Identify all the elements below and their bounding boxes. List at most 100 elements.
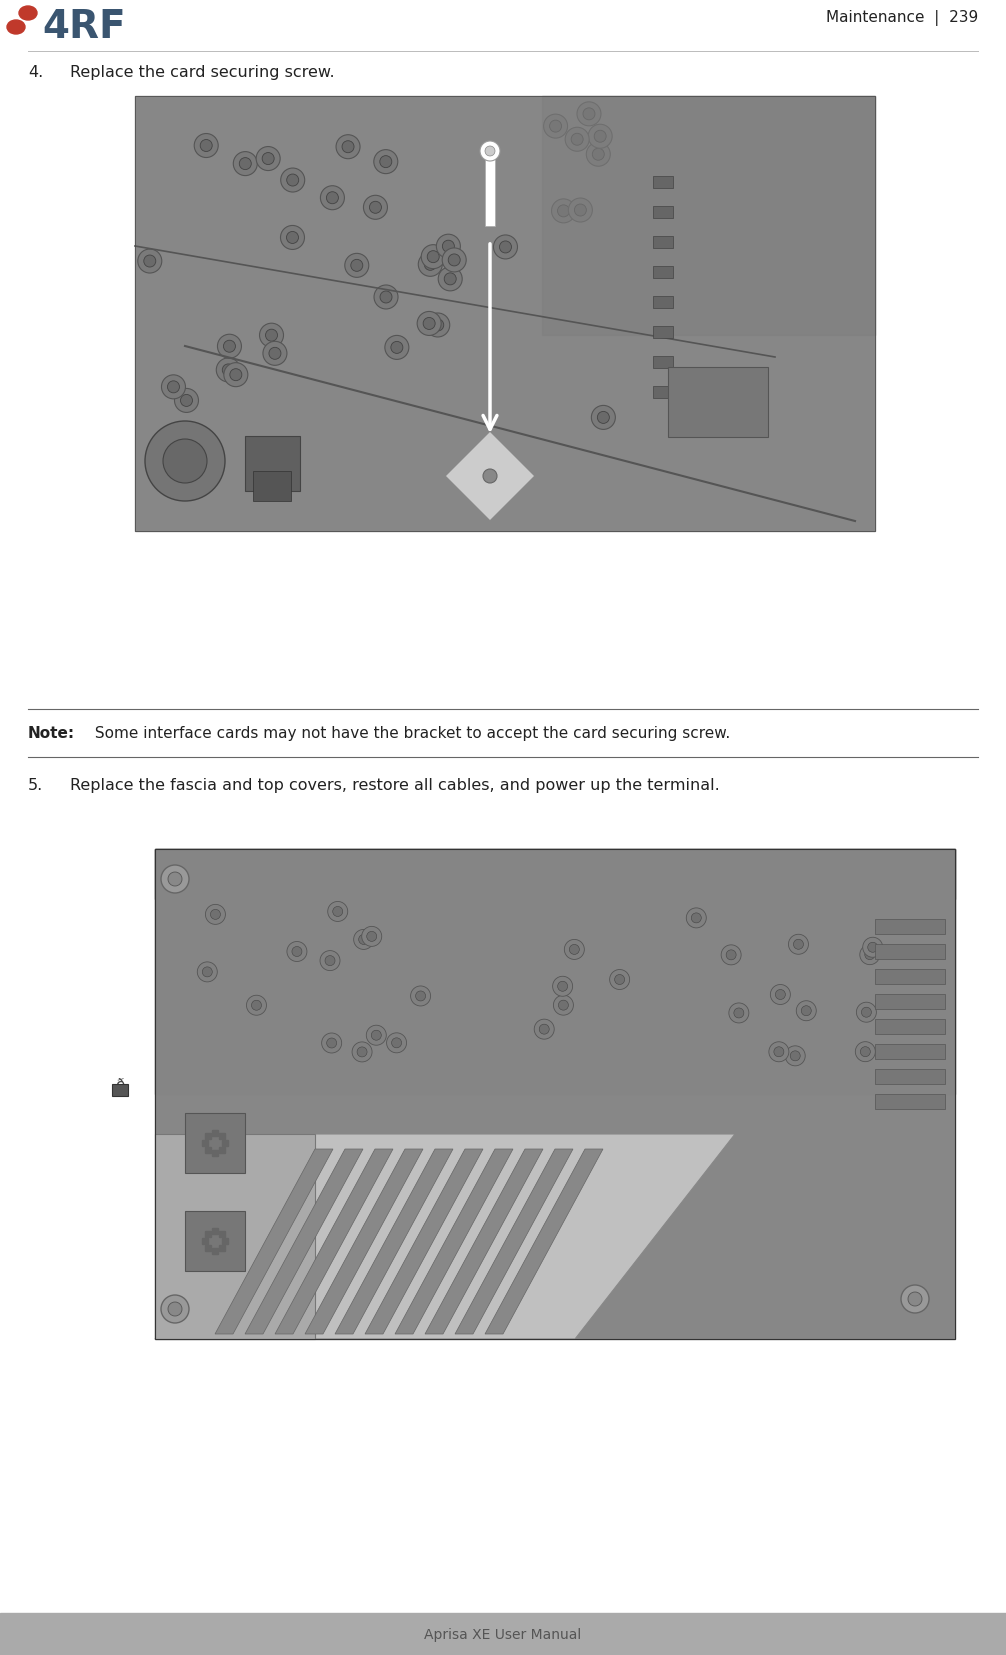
- Circle shape: [771, 985, 791, 1005]
- Circle shape: [202, 967, 212, 978]
- Circle shape: [357, 1048, 367, 1058]
- Circle shape: [418, 253, 443, 276]
- Circle shape: [571, 134, 583, 146]
- Circle shape: [326, 192, 338, 205]
- Circle shape: [367, 932, 376, 942]
- Text: Note:: Note:: [28, 725, 75, 740]
- Circle shape: [721, 945, 741, 965]
- Circle shape: [374, 151, 397, 174]
- Circle shape: [424, 318, 436, 331]
- Circle shape: [369, 202, 381, 213]
- Circle shape: [281, 227, 305, 250]
- Circle shape: [610, 970, 630, 990]
- Bar: [668, 367, 768, 437]
- Bar: [653, 357, 673, 369]
- Circle shape: [500, 242, 511, 253]
- Bar: [135, 98, 875, 531]
- Circle shape: [197, 962, 217, 983]
- Circle shape: [774, 1048, 784, 1058]
- Bar: [245, 437, 300, 492]
- Circle shape: [443, 242, 455, 253]
- Bar: [205, 1231, 211, 1238]
- Bar: [875, 995, 945, 1010]
- Circle shape: [794, 940, 804, 950]
- Bar: [219, 1245, 225, 1251]
- Bar: [875, 1044, 945, 1059]
- Text: 5.: 5.: [28, 778, 43, 793]
- Circle shape: [855, 1043, 875, 1063]
- Circle shape: [246, 996, 267, 1016]
- Circle shape: [287, 232, 299, 245]
- Polygon shape: [365, 1149, 483, 1334]
- Circle shape: [574, 205, 586, 217]
- Circle shape: [417, 313, 442, 336]
- Circle shape: [449, 255, 460, 266]
- Circle shape: [168, 872, 182, 887]
- Bar: [155, 849, 955, 899]
- Bar: [875, 945, 945, 960]
- Bar: [222, 1140, 228, 1147]
- Bar: [653, 177, 673, 189]
- Bar: [202, 1238, 208, 1245]
- Circle shape: [485, 147, 495, 157]
- Polygon shape: [425, 1149, 543, 1334]
- Circle shape: [598, 412, 610, 424]
- Circle shape: [180, 396, 192, 407]
- Circle shape: [163, 440, 207, 483]
- Bar: [253, 472, 291, 501]
- Bar: [202, 1140, 208, 1147]
- Bar: [875, 1094, 945, 1109]
- Circle shape: [443, 248, 466, 273]
- Circle shape: [194, 134, 218, 159]
- Circle shape: [216, 359, 240, 382]
- Circle shape: [362, 927, 381, 947]
- Bar: [135, 98, 875, 531]
- Circle shape: [860, 1048, 870, 1058]
- Circle shape: [577, 103, 601, 127]
- Circle shape: [801, 1006, 811, 1016]
- Circle shape: [534, 1019, 554, 1039]
- Circle shape: [145, 422, 225, 501]
- Circle shape: [374, 286, 398, 309]
- Circle shape: [200, 141, 212, 152]
- Circle shape: [691, 914, 701, 923]
- Circle shape: [210, 910, 220, 920]
- Circle shape: [328, 902, 348, 922]
- Bar: [212, 1248, 218, 1254]
- Circle shape: [565, 127, 590, 152]
- Text: Aprisa XE User Manual: Aprisa XE User Manual: [425, 1627, 581, 1642]
- Circle shape: [162, 376, 185, 399]
- Circle shape: [217, 334, 241, 359]
- Text: Maintenance  |  239: Maintenance | 239: [826, 10, 978, 26]
- Circle shape: [260, 324, 284, 348]
- Circle shape: [229, 369, 241, 381]
- Circle shape: [437, 235, 461, 260]
- Circle shape: [233, 152, 258, 177]
- Circle shape: [432, 319, 444, 331]
- Circle shape: [615, 975, 625, 985]
- Circle shape: [252, 1001, 262, 1011]
- Circle shape: [266, 329, 278, 343]
- Circle shape: [342, 142, 354, 154]
- Circle shape: [161, 866, 189, 894]
- Bar: [875, 1069, 945, 1084]
- Bar: [219, 1147, 225, 1154]
- Circle shape: [856, 1003, 876, 1023]
- Ellipse shape: [7, 22, 25, 35]
- Bar: [219, 1231, 225, 1238]
- Circle shape: [551, 200, 575, 223]
- Circle shape: [860, 945, 880, 965]
- Bar: [155, 849, 955, 1094]
- Circle shape: [797, 1001, 816, 1021]
- Circle shape: [428, 252, 440, 263]
- Bar: [653, 266, 673, 278]
- Polygon shape: [245, 1149, 363, 1334]
- Circle shape: [161, 1296, 189, 1324]
- Text: Some interface cards may not have the bracket to accept the card securing screw.: Some interface cards may not have the br…: [90, 725, 730, 740]
- Circle shape: [593, 149, 605, 161]
- Circle shape: [786, 1046, 805, 1066]
- Circle shape: [480, 142, 500, 162]
- Circle shape: [223, 341, 235, 353]
- Bar: [212, 1130, 218, 1137]
- Circle shape: [595, 131, 607, 142]
